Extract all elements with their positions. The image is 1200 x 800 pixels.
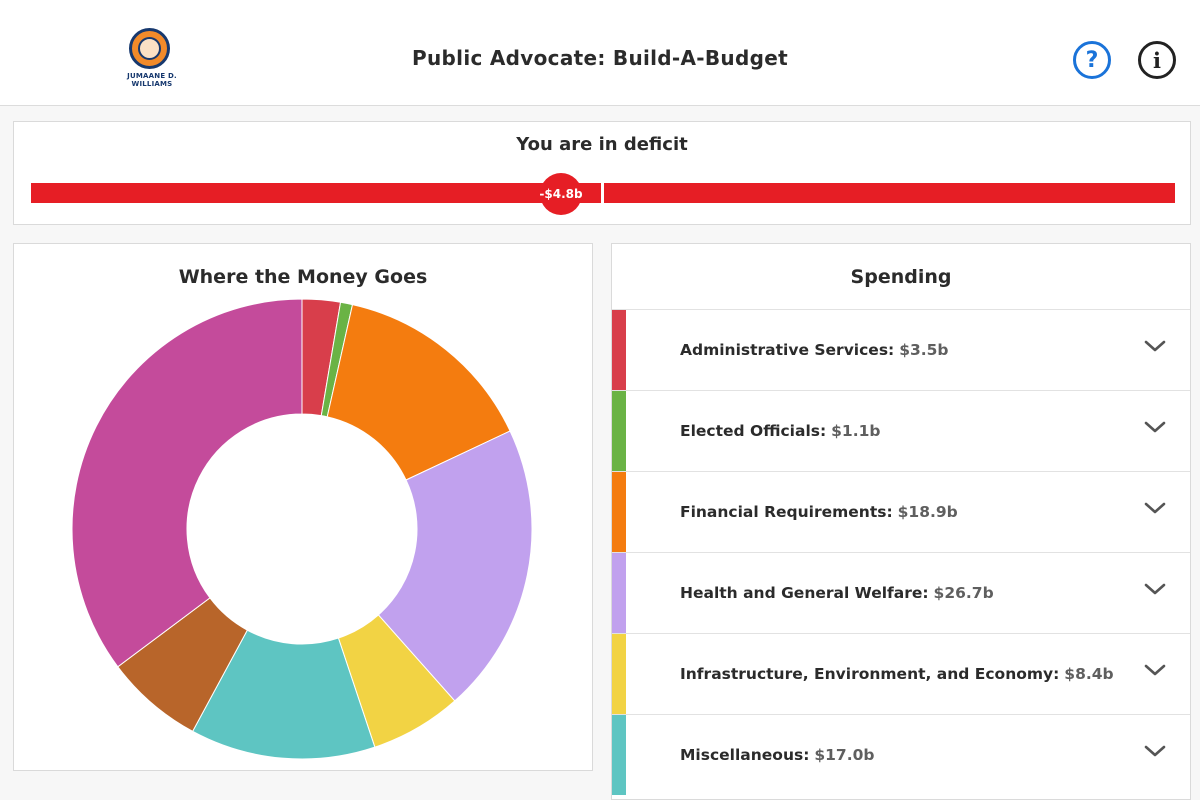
chevron-down-icon[interactable] (1142, 417, 1168, 437)
category-amount: $26.7b (933, 584, 994, 602)
category-name: Miscellaneous: (680, 746, 810, 764)
category-name: Health and General Welfare: (680, 584, 929, 602)
seal-inner (138, 37, 161, 60)
donut-slice-financial-requirements[interactable] (326, 304, 511, 481)
seal-icon (129, 28, 170, 69)
spending-panel: Spending Administrative Services: $3.5b … (611, 243, 1191, 800)
public-advocate-logo[interactable]: JUMAANE D. WILLIAMS (114, 28, 190, 92)
category-color-strip (612, 715, 626, 795)
spending-list: Administrative Services: $3.5b Elected O… (612, 309, 1190, 795)
spending-title: Spending (850, 266, 952, 288)
category-name: Infrastructure, Environment, and Economy… (680, 665, 1060, 683)
donut-chart (72, 299, 532, 759)
category-color-strip (612, 310, 626, 390)
category-amount: $1.1b (831, 422, 881, 440)
category-name: Elected Officials: (680, 422, 827, 440)
category-color-strip (612, 472, 626, 552)
spending-row-text: Elected Officials: $1.1b (680, 422, 880, 440)
logo-name: JUMAANE D. WILLIAMS (114, 72, 190, 88)
spending-row-text: Administrative Services: $3.5b (680, 341, 949, 359)
question-circle-icon: ? (1085, 47, 1099, 73)
category-amount: $3.5b (899, 341, 949, 359)
page-title: Public Advocate: Build-A-Budget (412, 46, 788, 70)
chevron-down-icon[interactable] (1142, 660, 1168, 680)
spending-row-text: Health and General Welfare: $26.7b (680, 584, 994, 602)
category-color-strip (612, 391, 626, 471)
logo-name-line1: JUMAANE D. (127, 72, 177, 80)
spending-row-text: Miscellaneous: $17.0b (680, 746, 874, 764)
app-header: JUMAANE D. WILLIAMS Public Advocate: Bui… (0, 0, 1200, 106)
info-button[interactable]: i (1138, 41, 1176, 79)
spending-row-text: Financial Requirements: $18.9b (680, 503, 958, 521)
category-color-strip (612, 553, 626, 633)
chevron-down-icon[interactable] (1142, 741, 1168, 761)
category-name: Administrative Services: (680, 341, 895, 359)
logo-name-line2: WILLIAMS (131, 80, 173, 88)
deficit-panel: You are in deficit -$4.8b (13, 121, 1191, 225)
money-chart-panel: Where the Money Goes (13, 243, 593, 771)
chevron-down-icon[interactable] (1142, 579, 1168, 599)
donut-slice-unlisted-segment-magenta[interactable] (72, 299, 303, 668)
chevron-down-icon[interactable] (1142, 336, 1168, 356)
category-amount: $17.0b (814, 746, 875, 764)
spending-row-financial-requirements[interactable]: Financial Requirements: $18.9b (612, 471, 1190, 552)
deficit-bar-right (604, 183, 1175, 203)
category-color-strip (612, 634, 626, 714)
category-amount: $8.4b (1064, 665, 1114, 683)
chart-title: Where the Money Goes (178, 266, 428, 288)
deficit-title: You are in deficit (516, 134, 688, 155)
help-button[interactable]: ? (1073, 41, 1111, 79)
spending-row-text: Infrastructure, Environment, and Economy… (680, 665, 1114, 683)
deficit-amount-badge: -$4.8b (539, 173, 583, 215)
spending-row-health-and-general-welfare[interactable]: Health and General Welfare: $26.7b (612, 552, 1190, 633)
info-circle-icon: i (1153, 47, 1161, 73)
spending-row-infrastructure-environment-economy[interactable]: Infrastructure, Environment, and Economy… (612, 633, 1190, 714)
donut-slice-health-and-general-welfare[interactable] (377, 430, 532, 702)
chevron-down-icon[interactable] (1142, 498, 1168, 518)
spending-row-administrative-services[interactable]: Administrative Services: $3.5b (612, 309, 1190, 390)
category-name: Financial Requirements: (680, 503, 893, 521)
spending-row-elected-officials[interactable]: Elected Officials: $1.1b (612, 390, 1190, 471)
deficit-bar-center-marker (601, 179, 603, 207)
spending-row-miscellaneous[interactable]: Miscellaneous: $17.0b (612, 714, 1190, 795)
category-amount: $18.9b (897, 503, 958, 521)
deficit-bar-left (31, 183, 601, 203)
